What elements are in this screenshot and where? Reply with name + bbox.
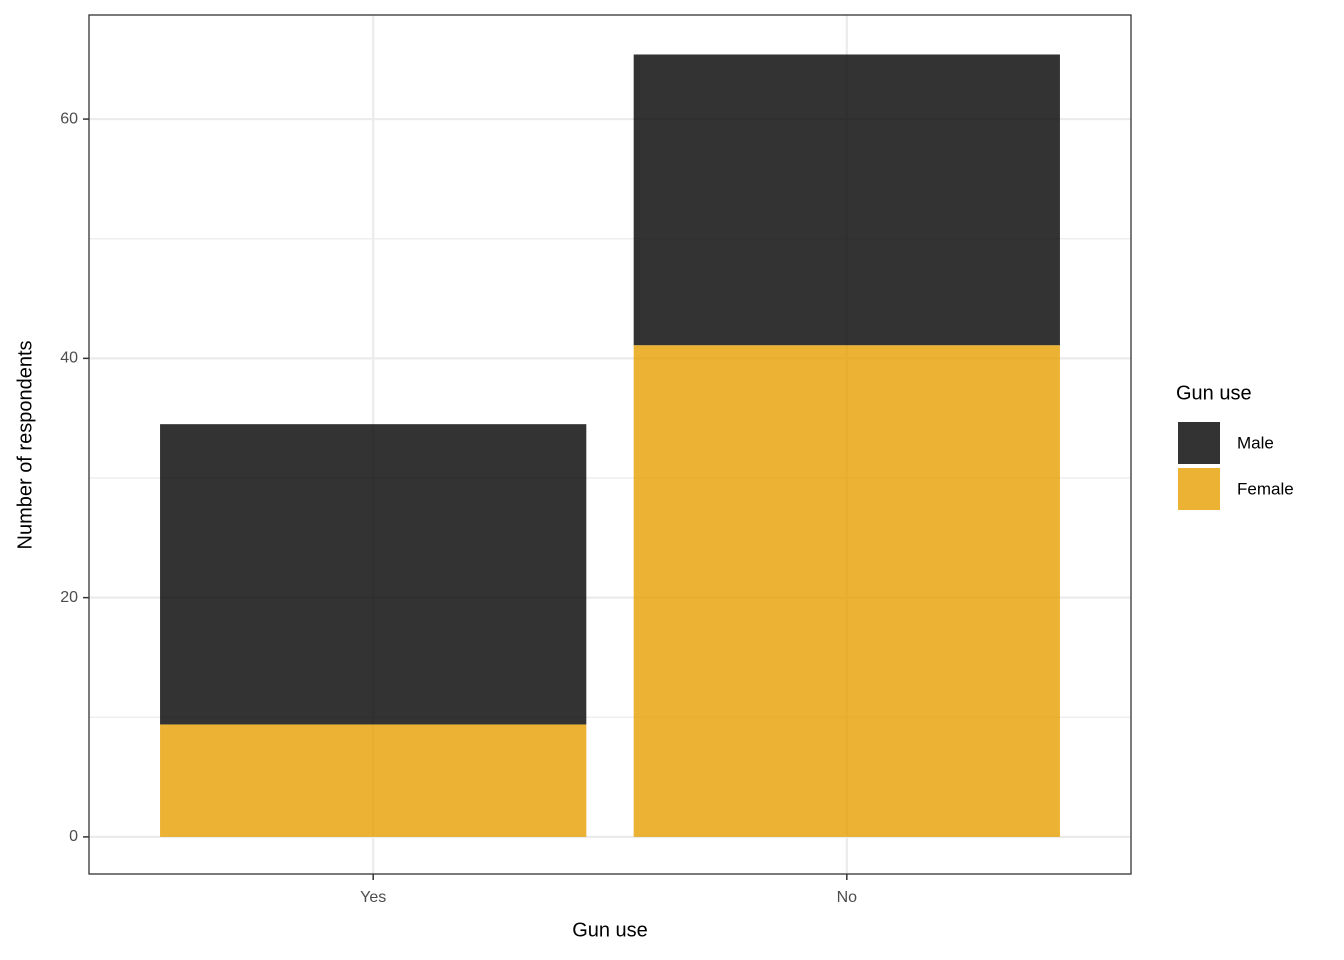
bar-segment <box>160 724 587 837</box>
y-tick-label: 0 <box>69 828 78 845</box>
legend-label: Female <box>1237 479 1294 498</box>
y-tick-label: 20 <box>60 589 78 606</box>
x-tick-label: Yes <box>360 889 386 906</box>
legend-title: Gun use <box>1176 382 1252 404</box>
y-tick-label: 40 <box>60 350 78 367</box>
x-tick-label: No <box>837 889 858 906</box>
bar-segment <box>633 345 1060 837</box>
y-tick-label: 60 <box>60 110 78 127</box>
plot-border <box>88 14 1132 875</box>
legend-key <box>1178 422 1220 464</box>
y-axis-title: Number of respondents <box>14 340 36 549</box>
x-axis-title: Gun use <box>572 919 648 941</box>
legend-label: Male <box>1237 433 1274 452</box>
bar-segment <box>633 54 1060 346</box>
bar-segment <box>160 424 587 725</box>
legend-key <box>1178 468 1220 510</box>
